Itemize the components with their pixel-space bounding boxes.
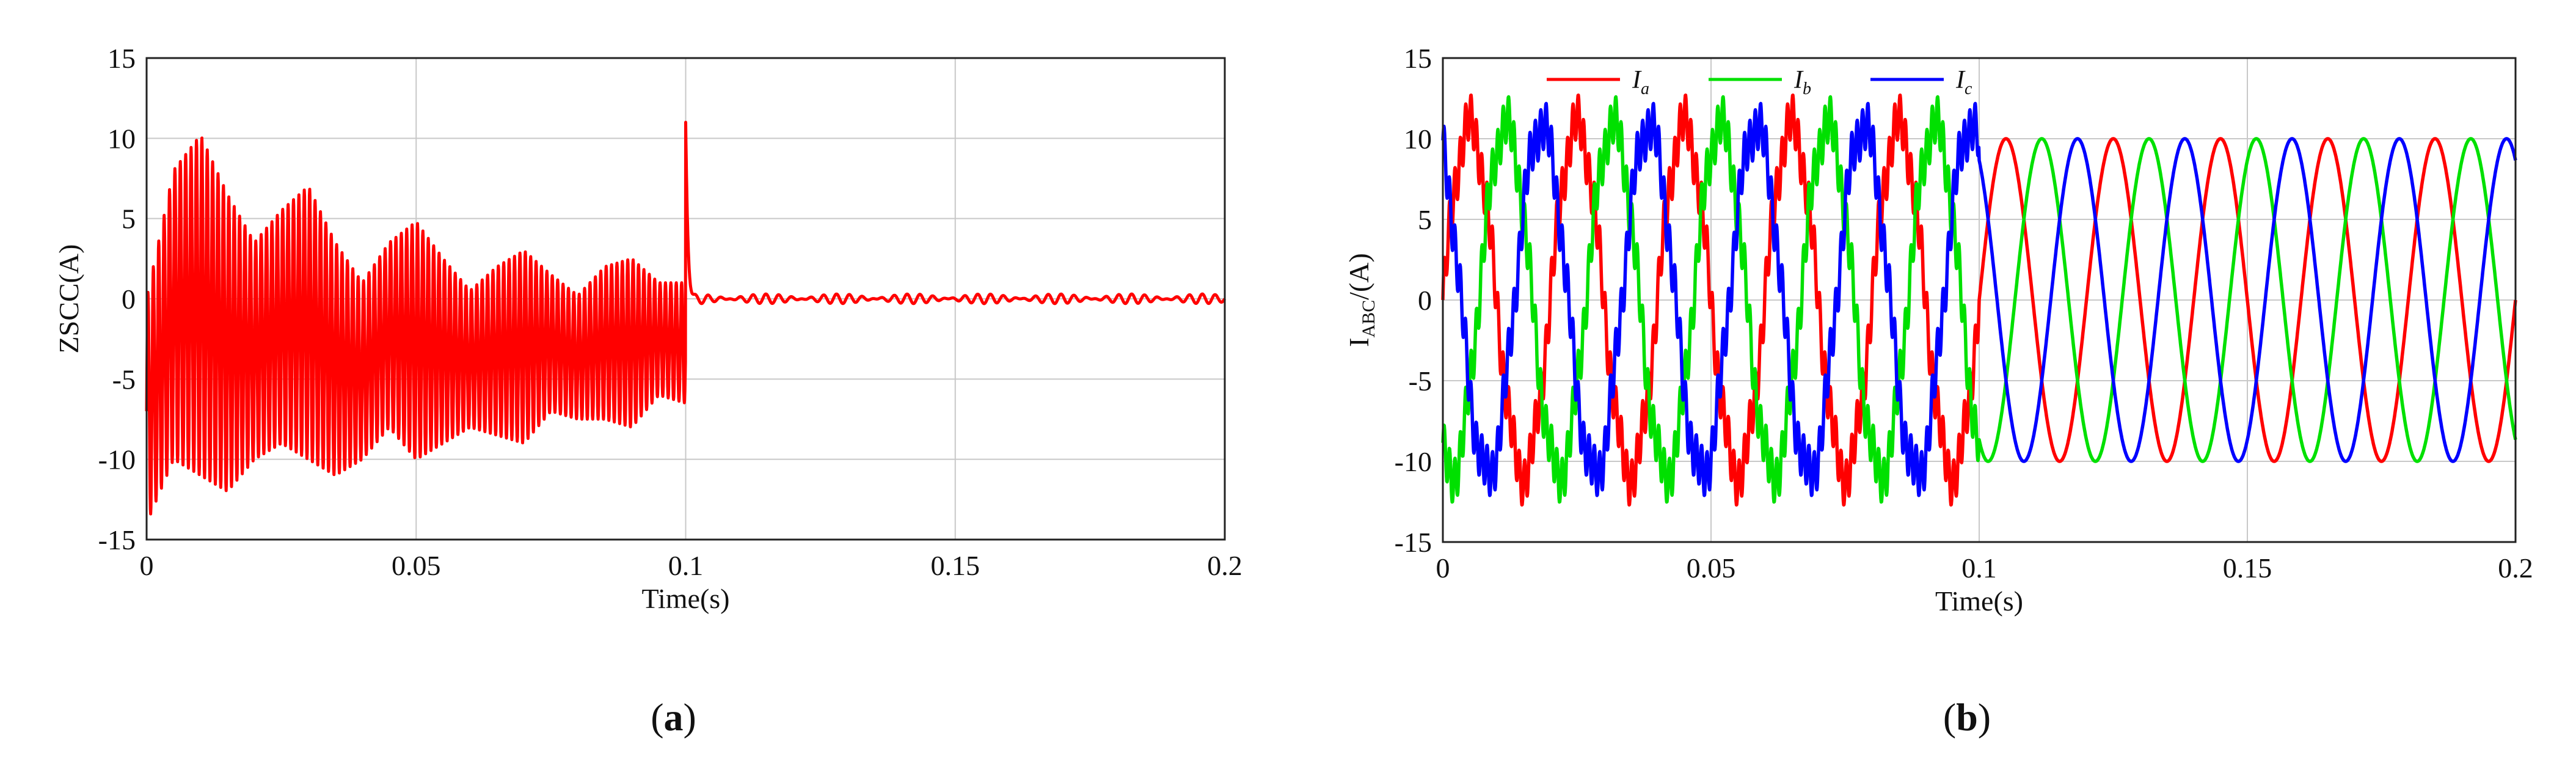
- x-tick-label: 0: [140, 550, 154, 581]
- chart-iabc: 0 0.05 0.1 0.15 0.2 15 10 5 0 -5 -10 -15 Time(s) (b) I…: [1343, 43, 2533, 739]
- chart-zscc: 0 0.05 0.1 0.15 0.2 15 10 5 0 -5 -10 -15 Time(s) (a) Z…: [53, 43, 1242, 739]
- y-tick-label: -15: [98, 524, 136, 555]
- series-ia-line: [1441, 93, 2517, 507]
- plot-frame: [145, 57, 1226, 541]
- legend-label-ia: Ia: [1632, 66, 1649, 98]
- x-axis-label: Time(s): [1935, 585, 2023, 617]
- plot-frame: [1442, 57, 2517, 543]
- x-axis-label: Time(s): [642, 583, 730, 614]
- y-axis-label: ZSCC(A): [53, 244, 84, 354]
- x-tick-label: 0.15: [931, 550, 980, 581]
- y-tick-label: 5: [122, 203, 136, 235]
- y-tick-label: -15: [1395, 527, 1432, 558]
- x-tick-label: 0.2: [2498, 552, 2533, 584]
- panel-caption: (a): [651, 695, 696, 739]
- y-tick-label: -10: [98, 444, 136, 475]
- y-tick-label: 5: [1418, 204, 1432, 235]
- series-zscc-line: [145, 120, 1227, 516]
- series-ic-line: [1441, 101, 2517, 497]
- y-tick-label: 15: [1404, 43, 1432, 74]
- x-tick-label: 0.1: [668, 550, 704, 581]
- y-tick-label: -5: [1409, 365, 1432, 397]
- x-tick-label: 0: [1436, 552, 1450, 584]
- panel-b: 0 0.05 0.1 0.15 0.2 15 10 5 0 -5 -10 -15 Time(s) (b) I…: [1289, 0, 2576, 762]
- x-tick-label: 0.05: [1687, 552, 1736, 584]
- y-tick-label: -5: [112, 364, 136, 395]
- series-ib-line: [1441, 95, 2517, 504]
- panel-caption: (b): [1943, 695, 1991, 739]
- x-tick-label: 0.1: [1961, 552, 1997, 584]
- legend-label-ib: Ib: [1793, 66, 1811, 98]
- y-tick-label: 10: [108, 123, 136, 154]
- panel-a: 0 0.05 0.1 0.15 0.2 15 10 5 0 -5 -10 -15 Time(s) (a) Z…: [53, 43, 1242, 739]
- y-tick-label: 15: [108, 43, 136, 74]
- y-axis-label: IABC/(A): [1343, 253, 1379, 347]
- x-tick-label: 0.15: [2223, 552, 2272, 584]
- y-tick-label: 10: [1404, 123, 1432, 155]
- legend-label-ic: Ic: [1955, 66, 1972, 98]
- y-tick-label: 0: [1418, 285, 1432, 316]
- x-tick-label: 0.05: [392, 550, 441, 581]
- y-tick-label: -10: [1395, 446, 1432, 477]
- y-tick-label: 0: [122, 284, 136, 315]
- x-tick-label: 0.2: [1207, 550, 1242, 581]
